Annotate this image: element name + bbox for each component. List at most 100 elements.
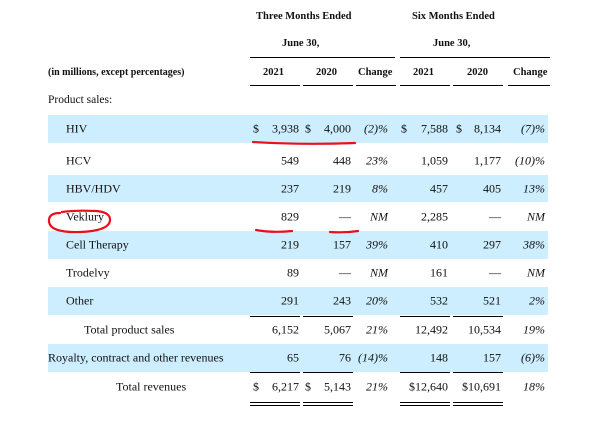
- cell-v2021a: 3,938: [272, 121, 299, 136]
- cell-chg_b: 18%: [523, 379, 545, 394]
- cell-v2021a: 237: [281, 181, 299, 195]
- col-change-three: Change: [358, 67, 393, 78]
- cell-v2021a: 291: [281, 293, 299, 308]
- cell-chg_a: NM: [370, 265, 388, 280]
- row-label: HCV: [66, 153, 92, 167]
- cell-chg_b: (7)%: [521, 121, 545, 136]
- cell-chg_a: 20%: [366, 293, 388, 308]
- row-label: HIV: [66, 121, 88, 136]
- row-label: Total revenues: [116, 379, 187, 394]
- cell-v2020b: 1,177: [474, 153, 501, 167]
- table-row: HIV $ $ $ $3,938 4,000 (2)% 7,588 8,134 (7)%: [48, 115, 548, 143]
- total-rule: [400, 405, 450, 406]
- cell-chg_a: 23%: [366, 153, 388, 167]
- total-rule: [303, 405, 353, 406]
- cell-v2020b: —: [489, 209, 501, 223]
- cell-chg_b: NM: [527, 209, 545, 223]
- cell-chg_b: (6)%: [521, 350, 545, 365]
- header-rule-chg-b: [508, 85, 550, 86]
- table-row: HCV 549 448 23% 1,059 1,177 (10)%: [48, 147, 548, 174]
- three-months-rule: [250, 57, 395, 58]
- table-row: Veklury 829 — NM 2,285 — NM: [48, 203, 548, 230]
- three-months-header: Three Months Ended: [256, 11, 352, 22]
- cell-v2021a: 65: [287, 350, 299, 365]
- table-row: Cell Therapy 219 157 39% 410 297 38%: [48, 231, 548, 259]
- cell-v2021a: 549: [281, 153, 299, 167]
- table-row: Royalty, contract and other revenues 65 76…: [48, 344, 548, 372]
- col-2020-six: 2020: [467, 67, 488, 78]
- col-2021-six: 2021: [413, 67, 434, 78]
- col-2021-three: 2021: [263, 67, 284, 78]
- cell-v2020a: —: [339, 265, 351, 280]
- header-rule-chg-a: [356, 85, 396, 86]
- total-rule: [303, 316, 353, 317]
- cell-v2020b: 10,534: [468, 322, 501, 337]
- six-months-header: Six Months Ended: [412, 11, 495, 22]
- cell-chg_a: 39%: [366, 237, 388, 252]
- row-label: Royalty, contract and other revenues: [48, 350, 224, 365]
- cell-v2021b: $12,640: [409, 379, 448, 394]
- total-rule: [250, 372, 300, 373]
- dollar-sign: $: [401, 121, 407, 136]
- total-rule: [453, 405, 503, 406]
- cell-v2020a: 243: [333, 293, 351, 308]
- col-2020-three: 2020: [316, 67, 337, 78]
- total-rule: [303, 402, 353, 403]
- dollar-sign: $: [305, 121, 311, 136]
- total-rule: [250, 402, 300, 403]
- row-label: Total product sales: [84, 322, 175, 337]
- dollar-sign: $: [253, 121, 259, 136]
- cell-chg_a: 8%: [372, 181, 388, 195]
- cell-v2021a: 89: [287, 265, 299, 280]
- col-change-six: Change: [513, 67, 548, 78]
- section-label: Product sales:: [48, 94, 113, 106]
- header-rule-2021b: [400, 85, 450, 86]
- cell-v2021b: 7,588: [421, 121, 448, 136]
- cell-chg_a: 21%: [366, 379, 388, 394]
- cell-chg_a: NM: [370, 209, 388, 223]
- dollar-sign: $: [305, 379, 311, 394]
- cell-v2021b: 2,285: [421, 209, 448, 223]
- cell-v2021a: 829: [281, 209, 299, 223]
- cell-v2020b: 521: [483, 293, 501, 308]
- total-rule: [400, 372, 450, 373]
- total-rule: [400, 316, 450, 317]
- cell-v2021b: 1,059: [421, 153, 448, 167]
- cell-chg_a: (2)%: [364, 121, 388, 136]
- cell-v2021a: 6,217: [272, 379, 299, 394]
- cell-v2021b: 161: [430, 265, 448, 280]
- six-months-rule: [400, 57, 550, 58]
- cell-v2020a: 76: [339, 350, 351, 365]
- cell-chg_b: 19%: [523, 322, 545, 337]
- table-row: Trodelvy 89 — NM 161 — NM: [48, 259, 548, 287]
- total-rule: [453, 402, 503, 403]
- table-row: HBV/HDV 237 219 8% 457 405 13%: [48, 175, 548, 202]
- cell-v2020b: 405: [483, 181, 501, 195]
- dollar-sign: $: [456, 121, 462, 136]
- cell-v2020a: 157: [333, 237, 351, 252]
- units-note: (in millions, except percentages): [48, 67, 185, 78]
- cell-v2020a: —: [339, 209, 351, 223]
- cell-v2020b: 8,134: [474, 121, 501, 136]
- cell-v2020a: 219: [333, 181, 351, 195]
- cell-chg_b: 38%: [523, 237, 545, 252]
- cell-v2021a: 6,152: [272, 322, 299, 337]
- six-months-date: June 30,: [433, 38, 471, 49]
- table-row: Other 291 243 20% 532 521 2%: [48, 287, 548, 315]
- total-rule: [400, 402, 450, 403]
- row-label: Trodelvy: [66, 265, 110, 280]
- header-rule-2020a: [303, 85, 353, 86]
- header-rule-2020b: [453, 85, 503, 86]
- cell-v2020b: 297: [483, 237, 501, 252]
- total-rule: [250, 316, 300, 317]
- cell-chg_a: 21%: [366, 322, 388, 337]
- cell-v2021b: 532: [430, 293, 448, 308]
- row-label: Cell Therapy: [66, 237, 129, 252]
- cell-v2021b: 12,492: [415, 322, 448, 337]
- cell-chg_b: (10)%: [515, 153, 545, 167]
- total-rule: [303, 372, 353, 373]
- cell-v2020a: 5,143: [324, 379, 351, 394]
- total-rule: [250, 405, 300, 406]
- three-months-date: June 30,: [282, 38, 320, 49]
- cell-v2020a: 4,000: [324, 121, 351, 136]
